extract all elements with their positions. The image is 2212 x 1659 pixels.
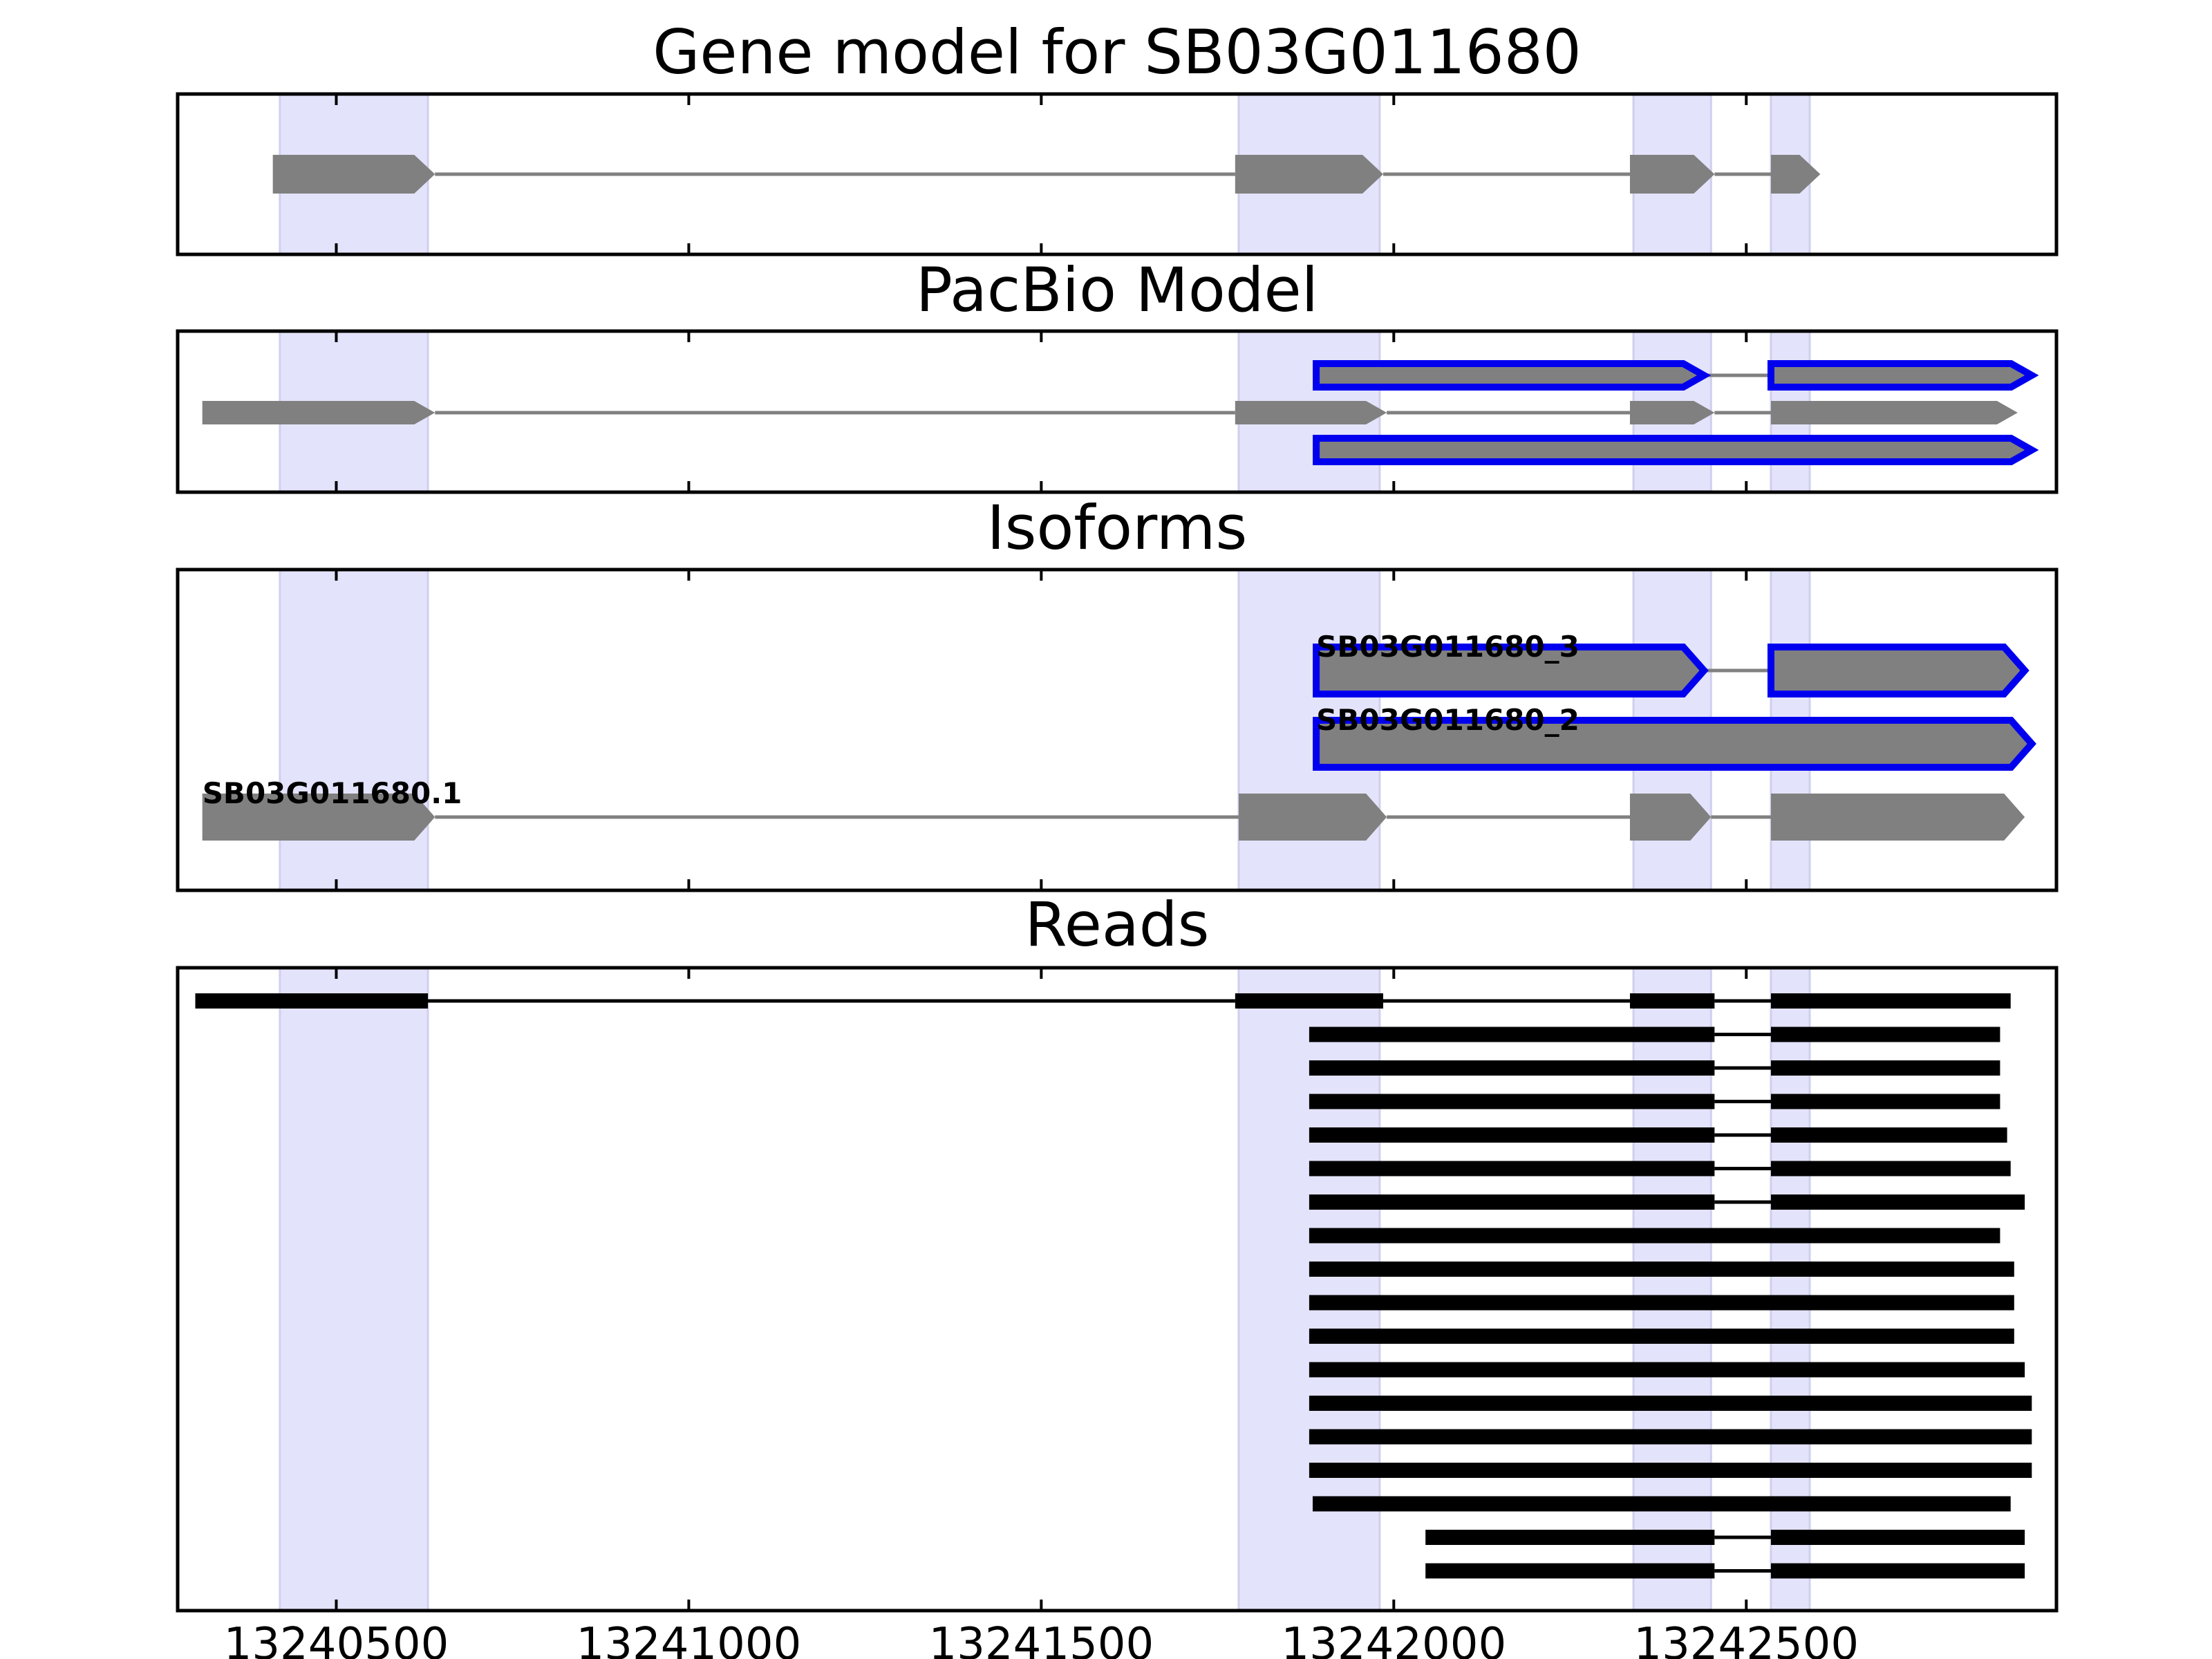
read-track <box>1425 1563 2025 1579</box>
exon-band <box>279 966 429 1612</box>
panel-1: PacBio Model <box>176 254 2059 494</box>
panel-frame <box>176 568 2059 892</box>
read-track <box>1309 1060 2000 1076</box>
read-track <box>1309 1194 2025 1210</box>
read-block <box>1770 1194 2025 1210</box>
exon <box>1238 794 1387 841</box>
read-block <box>1309 1094 1715 1109</box>
isoform-label: SB03G011680_2 <box>1316 703 1580 737</box>
isoform-label: SB03G011680_3 <box>1316 630 1580 664</box>
read-block <box>1309 1362 2025 1378</box>
exon <box>1235 401 1387 424</box>
model-track <box>272 155 1821 194</box>
panel-title: Reads <box>1025 889 1210 960</box>
read-block <box>1309 1027 1715 1042</box>
read-track <box>1309 1228 2000 1244</box>
panel-0: Gene model for SB03G011680 <box>176 17 2059 256</box>
read-track <box>1309 1362 2025 1378</box>
read-block <box>1309 1228 2000 1244</box>
read-block <box>1770 1027 2000 1042</box>
read-track <box>1313 1496 2011 1512</box>
panel-3: Reads <box>176 889 2059 1613</box>
highlighted-exon <box>1767 360 2039 391</box>
read-track <box>1309 1396 2032 1411</box>
model-track: SB03G011680_2 <box>1313 703 2036 771</box>
read-block <box>1770 1563 2025 1579</box>
exon <box>1629 155 1715 194</box>
model-track: SB03G011680_3 <box>1313 630 2030 697</box>
exon <box>1770 794 2025 841</box>
panel-title: Isoforms <box>987 492 1248 563</box>
exon <box>1235 155 1384 194</box>
read-track <box>1309 1429 2032 1445</box>
read-track <box>195 993 2011 1009</box>
highlighted-exon <box>1313 717 2036 771</box>
exon-band <box>279 568 429 892</box>
read-track <box>1425 1530 2025 1545</box>
highlighted-exon <box>1313 644 1709 697</box>
panel-frame <box>176 92 2059 256</box>
model-track <box>202 401 2018 424</box>
read-block <box>1309 1295 2014 1311</box>
read-block <box>1770 1127 2007 1143</box>
panel-2: Isoforms SB03G011680_3 SB03G011680_2 SB03G0… <box>176 492 2059 892</box>
exon <box>1770 401 2018 424</box>
read-track <box>1309 1295 2014 1311</box>
read-block <box>1313 1496 2011 1512</box>
highlighted-exon <box>1313 435 2039 465</box>
read-track <box>1309 1027 2000 1042</box>
model-track <box>1313 360 2039 391</box>
read-block <box>1425 1563 1715 1579</box>
read-track <box>1309 1329 2014 1344</box>
read-block <box>195 993 429 1009</box>
x-tick-label: 13240500 <box>224 1619 449 1659</box>
panel-title: PacBio Model <box>916 254 1318 326</box>
read-block <box>1309 1262 2014 1277</box>
read-block <box>1235 993 1384 1009</box>
x-tick-label: 13242500 <box>1633 1619 1859 1659</box>
read-block <box>1770 993 2011 1009</box>
read-block <box>1770 1094 2000 1109</box>
read-track <box>1309 1463 2032 1478</box>
x-tick-label: 13242000 <box>1281 1619 1506 1659</box>
x-tick-label: 13241500 <box>928 1619 1154 1659</box>
highlighted-exon <box>1313 360 1712 391</box>
model-track: SB03G011680.1 <box>202 776 2025 841</box>
panel-frame <box>176 966 2059 1613</box>
read-block <box>1629 993 1715 1009</box>
read-block <box>1770 1060 2000 1076</box>
exon <box>202 794 435 841</box>
isoform-label: SB03G011680.1 <box>203 776 462 810</box>
exon <box>1629 794 1712 841</box>
read-track <box>1309 1127 2007 1143</box>
exon <box>1770 155 1821 194</box>
read-block <box>1309 1396 2032 1411</box>
panel-frame <box>176 329 2059 494</box>
read-block <box>1309 1329 2014 1344</box>
read-block <box>1425 1530 1715 1545</box>
highlighted-exon <box>1767 644 2030 697</box>
read-block <box>1770 1161 2011 1177</box>
x-tick-label: 13241000 <box>577 1619 802 1659</box>
read-block <box>1309 1161 1715 1177</box>
read-block <box>1309 1429 2032 1445</box>
read-block <box>1309 1127 1715 1143</box>
read-track <box>1309 1161 2011 1177</box>
read-block <box>1309 1194 1715 1210</box>
read-block <box>1770 1530 2025 1545</box>
read-track <box>1309 1094 2000 1109</box>
model-track <box>1313 435 2039 465</box>
read-block <box>1309 1463 2032 1478</box>
read-track <box>1309 1262 2014 1277</box>
exon <box>202 401 435 424</box>
exon <box>1629 401 1715 424</box>
panel-title: Gene model for SB03G011680 <box>653 17 1582 88</box>
read-block <box>1309 1060 1715 1076</box>
exon <box>272 155 435 194</box>
